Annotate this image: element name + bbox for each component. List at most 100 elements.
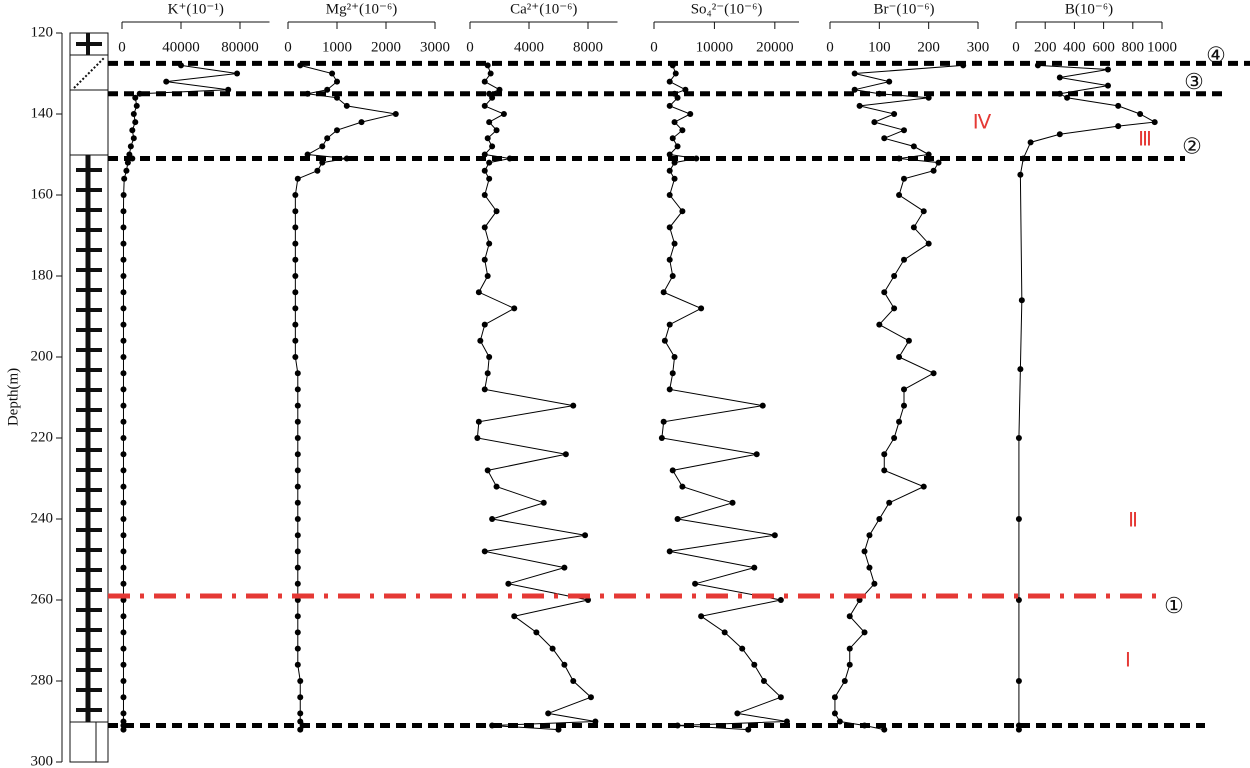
- data-point: [481, 256, 488, 263]
- data-point: [120, 224, 127, 231]
- data-point: [120, 564, 127, 571]
- data-point: [324, 135, 331, 142]
- data-point: [679, 208, 686, 215]
- lithology-column: [69, 32, 109, 763]
- data-point: [905, 337, 912, 344]
- panel-title: So₄²⁻(10⁻⁶): [691, 1, 763, 17]
- data-point: [292, 273, 299, 279]
- data-point: [294, 175, 301, 182]
- data-point: [745, 726, 752, 733]
- data-point: [856, 102, 863, 109]
- data-point: [671, 354, 678, 360]
- data-point: [930, 370, 937, 377]
- data-point: [297, 678, 304, 684]
- x-tick-label: 80000: [221, 39, 259, 55]
- data-point: [294, 418, 301, 425]
- data-point: [771, 532, 778, 539]
- data-point: [671, 175, 678, 182]
- x-tick-label: 20000: [756, 39, 794, 55]
- data-point: [297, 710, 304, 717]
- data-point: [314, 167, 321, 174]
- data-point: [846, 661, 853, 668]
- data-point: [669, 135, 676, 142]
- data-point: [674, 516, 681, 522]
- data-point: [570, 402, 577, 409]
- data-point: [120, 548, 127, 555]
- data-point: [120, 354, 127, 360]
- data-point: [1137, 111, 1144, 117]
- data-point: [481, 386, 488, 393]
- data-point: [511, 305, 518, 312]
- data-point: [693, 155, 700, 162]
- data-point: [132, 94, 139, 101]
- data-point: [474, 435, 481, 441]
- data-point: [660, 289, 667, 296]
- data-point: [493, 208, 500, 215]
- data-point: [698, 305, 705, 312]
- data-point: [1104, 82, 1111, 89]
- data-point: [484, 467, 491, 474]
- data-point: [120, 710, 127, 717]
- data-point: [901, 256, 907, 263]
- data-point: [120, 418, 127, 425]
- data-point: [592, 718, 599, 725]
- data-point: [891, 305, 898, 312]
- data-point: [661, 337, 668, 344]
- data-point: [324, 86, 331, 93]
- data-point: [334, 94, 340, 101]
- boundary-label: ②: [1182, 134, 1202, 159]
- data-point: [831, 694, 838, 701]
- data-point: [871, 580, 878, 587]
- data-point: [1104, 66, 1111, 73]
- data-point: [851, 70, 858, 77]
- data-point: [721, 629, 728, 636]
- x-tick-label: 100: [868, 39, 891, 55]
- x-tick-label: 40000: [162, 39, 200, 55]
- x-tick-label: 0: [466, 39, 474, 55]
- data-point: [486, 119, 493, 126]
- data-point: [294, 613, 301, 620]
- data-point: [687, 111, 694, 117]
- data-point: [120, 256, 127, 263]
- profile-line: [1018, 64, 1157, 730]
- data-point: [562, 451, 569, 458]
- data-point: [481, 78, 488, 85]
- data-point: [120, 694, 127, 701]
- x-tick-label: 200: [917, 39, 940, 55]
- data-point: [881, 467, 888, 474]
- data-point: [120, 451, 127, 458]
- column-hatch: [73, 57, 105, 89]
- data-point: [292, 289, 299, 296]
- data-point: [587, 694, 594, 701]
- data-point: [910, 143, 917, 150]
- data-point: [121, 175, 128, 182]
- data-point: [124, 159, 131, 166]
- data-point: [901, 175, 907, 182]
- data-point: [1056, 131, 1063, 138]
- data-point: [545, 710, 552, 717]
- data-point: [120, 678, 127, 684]
- data-point: [292, 305, 299, 312]
- data-point: [666, 548, 673, 555]
- data-point: [846, 613, 853, 620]
- y-tick-label: 220: [31, 429, 54, 445]
- data-point: [570, 678, 577, 684]
- data-point: [120, 483, 127, 490]
- data-point: [120, 305, 127, 312]
- data-point: [856, 597, 863, 603]
- data-point: [666, 321, 673, 328]
- y-tick-label: 240: [31, 510, 54, 526]
- data-point: [392, 111, 399, 117]
- data-point: [533, 629, 540, 636]
- x-tick-label: 800: [1122, 39, 1145, 55]
- data-point: [881, 726, 888, 733]
- data-point: [901, 402, 907, 409]
- panel-title: B(10⁻⁶): [1065, 1, 1113, 17]
- data-point: [225, 86, 232, 93]
- data-point: [866, 532, 873, 539]
- data-point: [292, 240, 299, 247]
- data-point: [294, 645, 301, 652]
- data-point: [120, 499, 127, 506]
- data-point: [120, 597, 127, 603]
